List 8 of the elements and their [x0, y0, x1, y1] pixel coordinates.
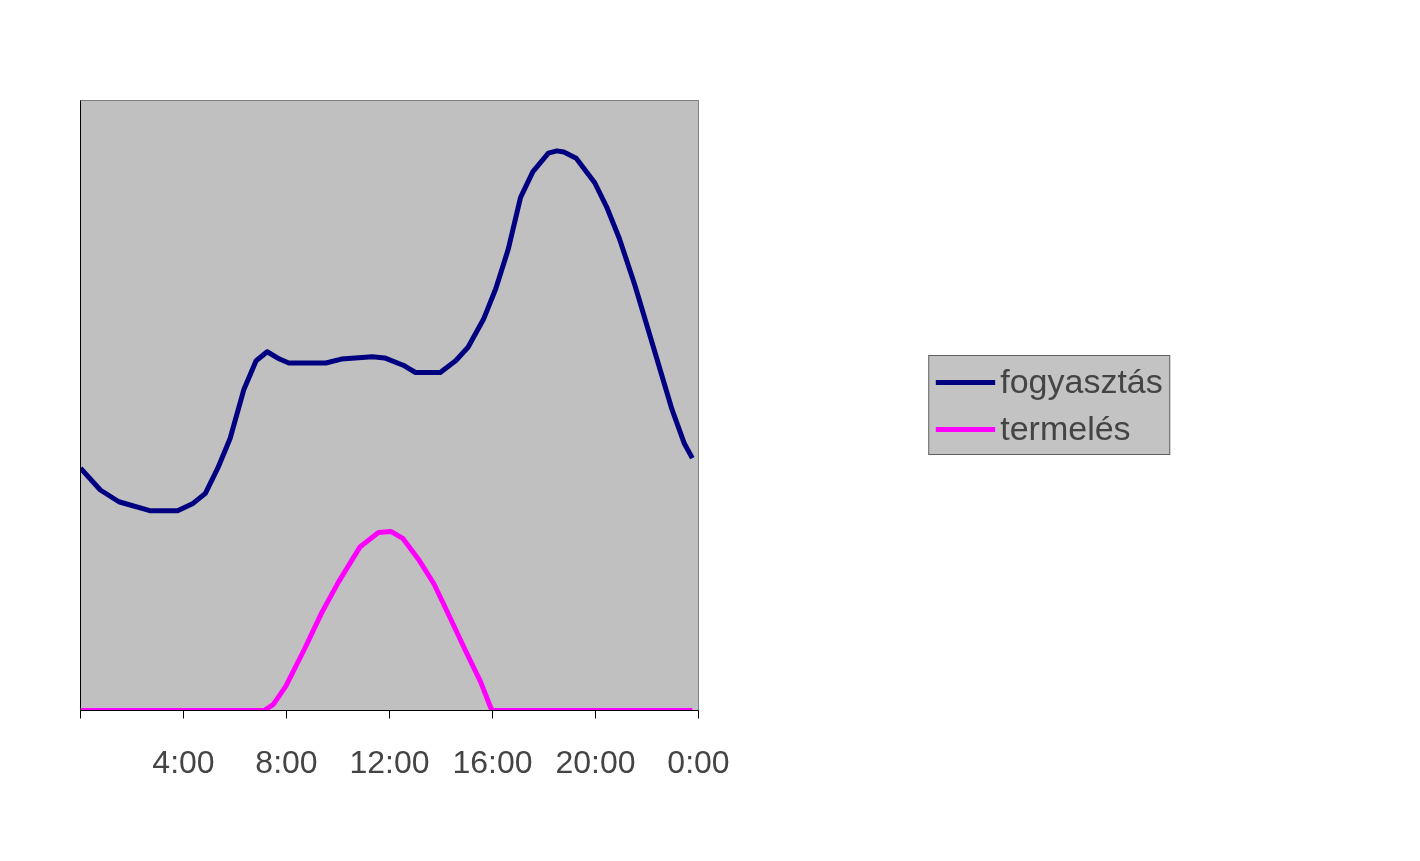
x-tick-label: 16:00	[452, 743, 533, 780]
x-tick-label: 20:00	[555, 743, 636, 780]
legend-label: fogyasztás	[1000, 362, 1163, 401]
x-tick-label: 0:00	[667, 743, 730, 780]
legend-label: termelés	[1000, 409, 1131, 448]
x-tick-label: 4:00	[152, 743, 215, 780]
x-tick-label: 12:00	[349, 743, 430, 780]
x-tick-label: 8:00	[255, 743, 318, 780]
